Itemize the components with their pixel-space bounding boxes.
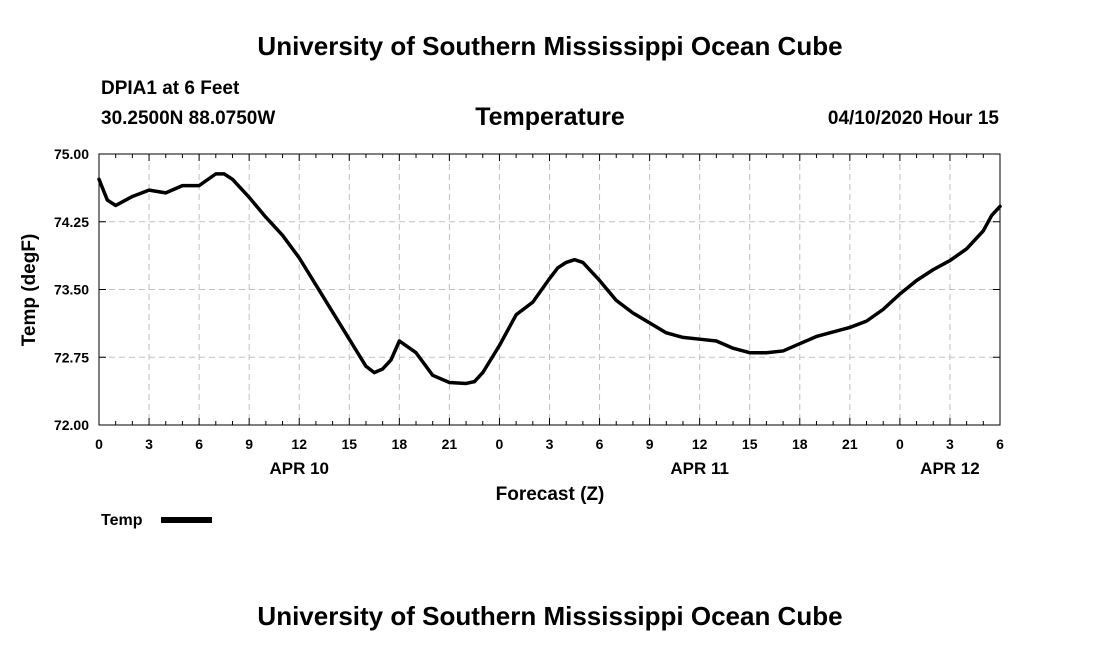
x-tick-label: 15: [742, 436, 758, 452]
y-tick-label: 73.50: [54, 282, 89, 298]
x-tick-label: 0: [496, 436, 504, 452]
y-axis-title: Temp (degF): [19, 234, 40, 347]
x-tick-label: 15: [341, 436, 357, 452]
y-axis: 72.00 72.75 73.50 74.25 75.00: [54, 146, 89, 433]
x-tick-label: 21: [442, 436, 458, 452]
x-tick-label: 9: [245, 436, 253, 452]
y-tick-label: 75.00: [54, 146, 89, 162]
y-tick-label: 72.00: [54, 417, 89, 433]
coords-label: 30.2500N 88.0750W: [101, 108, 275, 129]
plot-title: Temperature: [475, 103, 625, 131]
x-tick-label: 18: [792, 436, 808, 452]
x-tick-label: 12: [291, 436, 307, 452]
date-labels: APR 10 APR 11 APR 12: [269, 459, 979, 478]
axis-ticks: [98, 153, 1001, 426]
date-label: APR 12: [920, 459, 980, 478]
station-label: DPIA1 at 6 Feet: [101, 78, 240, 99]
page-title: University of Southern Mississippi Ocean…: [257, 31, 842, 61]
x-tick-label: 6: [996, 436, 1004, 452]
x-tick-label: 6: [195, 436, 203, 452]
x-tick-label: 3: [546, 436, 554, 452]
x-tick-label: 6: [596, 436, 604, 452]
x-tick-label: 21: [842, 436, 858, 452]
x-tick-label: 9: [646, 436, 654, 452]
footer-title: University of Southern Mississippi Ocean…: [257, 601, 842, 631]
x-tick-label: 18: [392, 436, 408, 452]
datetime-label: 04/10/2020 Hour 15: [828, 108, 1000, 129]
legend-label: Temp: [101, 512, 143, 529]
x-tick-label: 12: [692, 436, 708, 452]
x-tick-label: 3: [946, 436, 954, 452]
series: [97, 172, 1002, 386]
series-line-temp: [97, 172, 1002, 386]
x-tick-label: 3: [145, 436, 153, 452]
x-tick-label: 0: [896, 436, 904, 452]
x-axis-title: Forecast (Z): [496, 484, 605, 505]
date-label: APR 11: [670, 459, 729, 478]
legend: Temp: [101, 512, 212, 529]
x-axis: 0 3 6 9 12 15 18 21 0 3 6 9 12 15 18 21 0 3 6: [95, 436, 1004, 452]
y-tick-label: 72.75: [54, 349, 89, 365]
y-tick-label: 74.25: [54, 214, 89, 230]
date-label: APR 10: [269, 459, 329, 478]
grid: [99, 154, 1000, 425]
x-tick-label: 0: [95, 436, 103, 452]
